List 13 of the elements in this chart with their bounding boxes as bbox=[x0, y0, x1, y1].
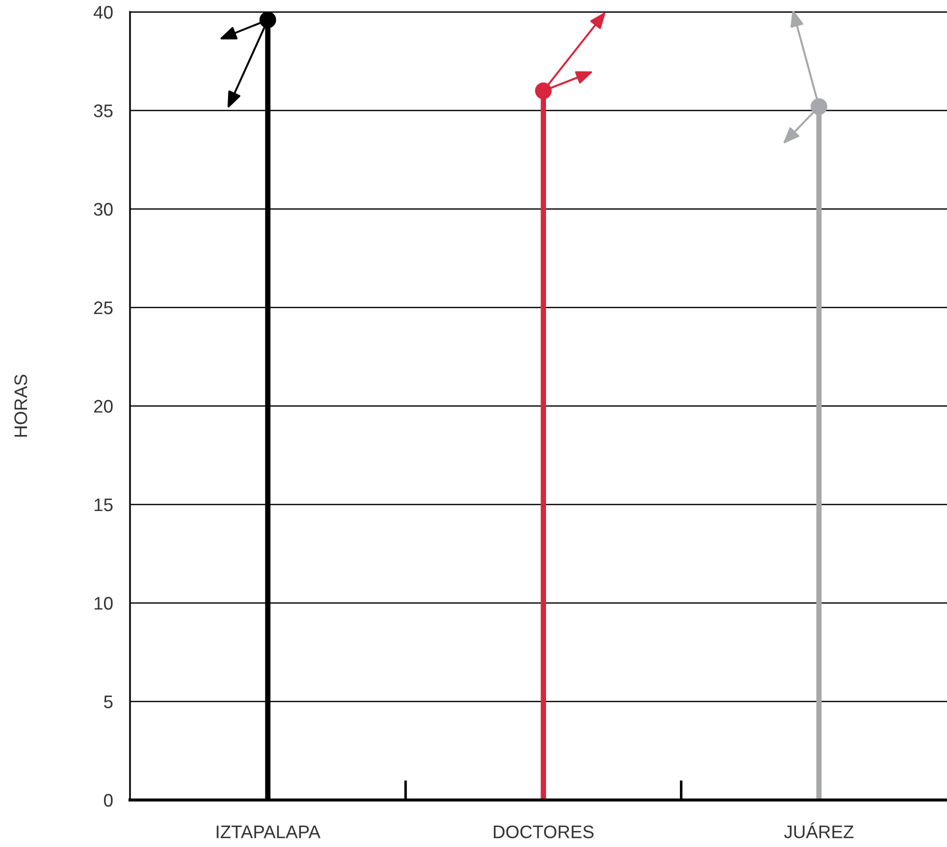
y-axis-title: HORAS bbox=[14, 374, 28, 437]
y-tick-label: 35 bbox=[94, 104, 113, 118]
y-tick-label: 15 bbox=[94, 498, 113, 512]
y-tick-label: 40 bbox=[94, 6, 113, 19]
x-tick-label: IZTAPALAPA bbox=[216, 826, 320, 838]
y-tick-label: 0 bbox=[104, 794, 113, 807]
x-tick-label: DOCTORES bbox=[494, 825, 594, 838]
y-tick-label: 25 bbox=[94, 301, 113, 314]
y-tick-label: 30 bbox=[94, 202, 113, 216]
y-tick-label: 20 bbox=[94, 400, 113, 413]
y-tick-label: 10 bbox=[94, 596, 113, 610]
y-tick-label: 5 bbox=[104, 696, 113, 708]
x-tick-label: JUÁREZ bbox=[784, 822, 854, 838]
